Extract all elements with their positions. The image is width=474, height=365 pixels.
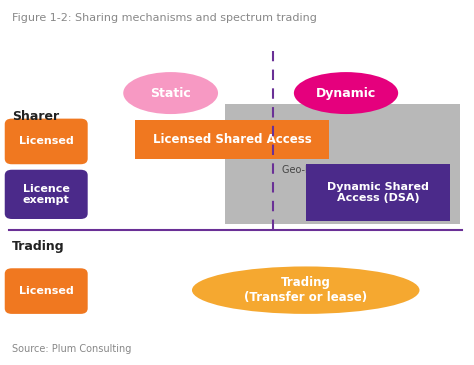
Text: Licensed: Licensed: [19, 286, 73, 296]
Text: Trading: Trading: [12, 240, 64, 253]
FancyBboxPatch shape: [5, 119, 88, 164]
Text: Sharer: Sharer: [12, 110, 59, 123]
Text: Geo-location database(s): Geo-location database(s): [282, 165, 405, 175]
FancyBboxPatch shape: [225, 104, 460, 224]
Text: Licence
exempt: Licence exempt: [23, 184, 70, 205]
Ellipse shape: [123, 72, 218, 114]
Text: Dynamic: Dynamic: [316, 87, 376, 100]
FancyBboxPatch shape: [5, 170, 88, 219]
Text: Trading
(Transfer or lease): Trading (Transfer or lease): [244, 276, 367, 304]
Text: Figure 1-2: Sharing mechanisms and spectrum trading: Figure 1-2: Sharing mechanisms and spect…: [12, 13, 317, 23]
Text: Licensed: Licensed: [19, 137, 73, 146]
FancyBboxPatch shape: [135, 120, 329, 159]
Ellipse shape: [192, 266, 419, 314]
FancyBboxPatch shape: [306, 164, 450, 221]
Text: Licensed Shared Access: Licensed Shared Access: [153, 133, 311, 146]
Text: Source: Plum Consulting: Source: Plum Consulting: [12, 344, 131, 354]
FancyBboxPatch shape: [5, 268, 88, 314]
Text: Static: Static: [150, 87, 191, 100]
Ellipse shape: [294, 72, 398, 114]
Text: Dynamic Shared
Access (DSA): Dynamic Shared Access (DSA): [327, 182, 429, 203]
